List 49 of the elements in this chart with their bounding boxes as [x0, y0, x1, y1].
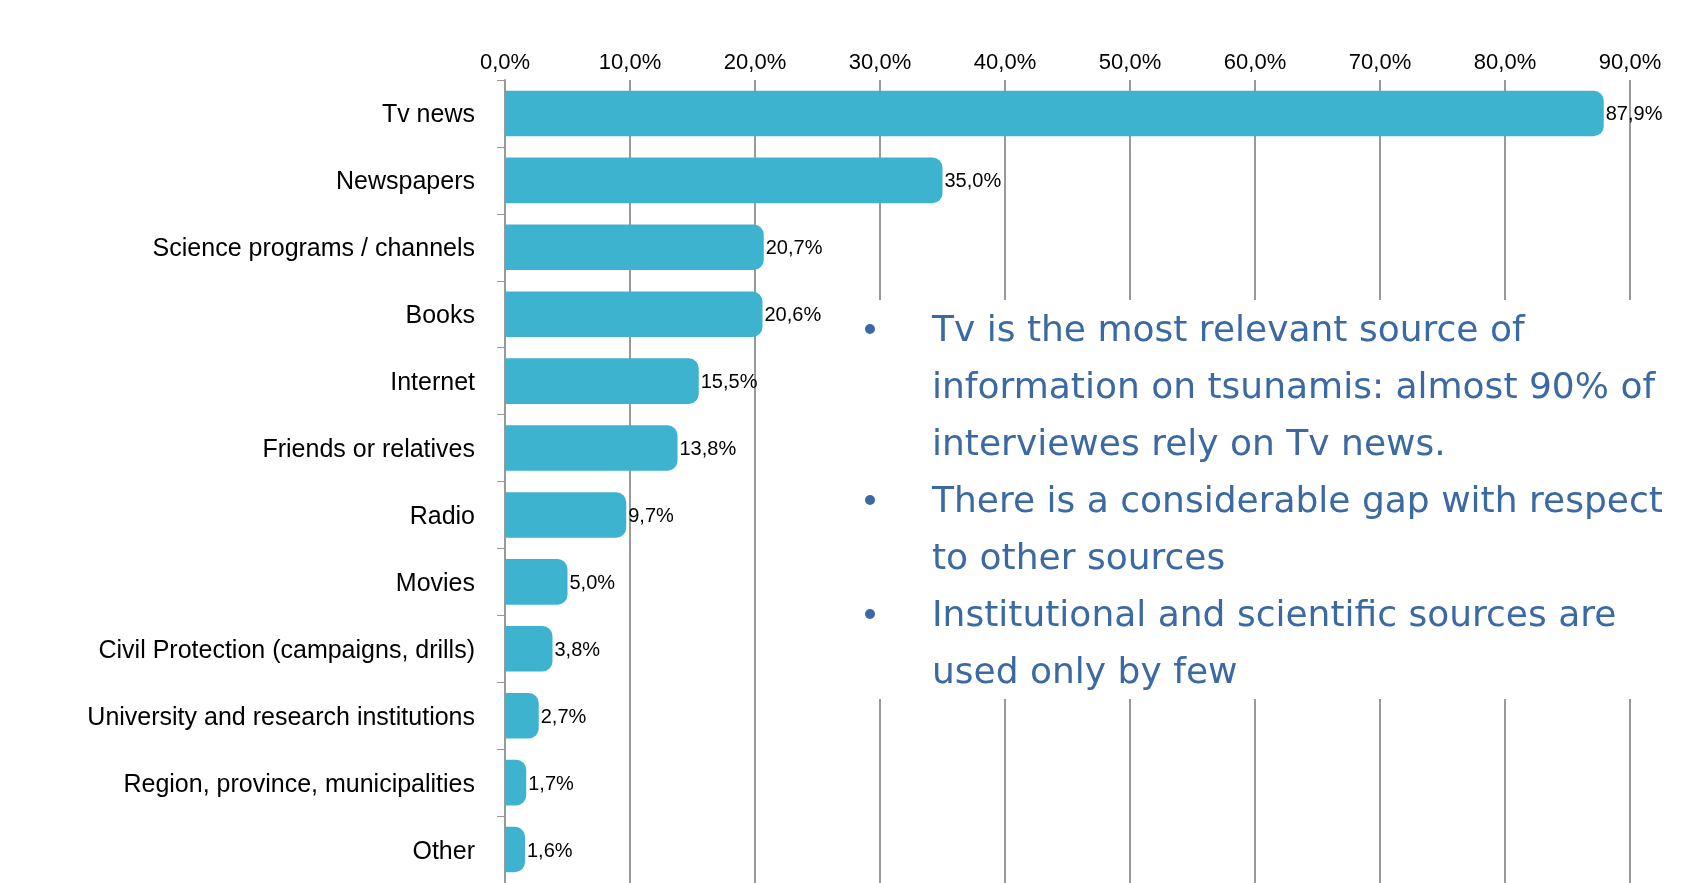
x-tick-label: 60,0% [1223, 48, 1287, 74]
y-tick-label: University and research institutions [87, 701, 475, 730]
bar [505, 692, 539, 739]
data-label: 3,8% [554, 637, 601, 660]
data-label: 5,0% [569, 570, 616, 593]
x-tick-label: 30,0% [848, 48, 912, 74]
bar [505, 157, 943, 204]
annotation: There is a considerable gap with respect to other sources [931, 478, 1664, 579]
bar [505, 425, 678, 471]
bar [505, 559, 568, 605]
data-label: 1,6% [527, 838, 573, 861]
x-tick-label: 50,0% [1098, 48, 1162, 74]
y-tick-label: Other [412, 835, 475, 864]
x-tick-label: 20,0% [723, 48, 787, 74]
bar [505, 291, 763, 337]
y-tick-label: Region, province, municipalities [123, 768, 475, 797]
x-tick-label: 70,0% [1348, 48, 1412, 74]
data-label: 35,0% [944, 169, 1002, 192]
y-tick-label: Civil Protection (campaigns, drills) [98, 634, 475, 663]
bar [505, 358, 699, 404]
annotation: Institutional and scientific sources are used only by few [931, 592, 1618, 693]
x-tick-label: 10,0% [598, 48, 662, 74]
bar [505, 224, 764, 271]
x-tick-label: 80,0% [1473, 48, 1537, 74]
bar [505, 826, 525, 873]
y-tick-label: Movies [395, 567, 475, 596]
data-label: 20,7% [765, 236, 823, 259]
data-label: 9,7% [628, 503, 675, 526]
y-tick-label: Internet [390, 367, 476, 396]
bar [505, 90, 1604, 137]
y-tick-label: Friends or relatives [262, 434, 475, 463]
annotation: Tv is the most relevant source of information on tsunamis: almost 90% of interviewes rely on Tv news. [931, 307, 1657, 465]
data-label: 20,6% [764, 303, 822, 326]
bar [505, 759, 527, 806]
y-tick-label: Radio [409, 500, 475, 529]
data-label: 87,9% [1605, 102, 1663, 125]
bar [505, 626, 553, 672]
x-tick-label: 40,0% [973, 48, 1037, 74]
data-label: 2,7% [540, 704, 587, 727]
data-label: 1,7% [528, 771, 575, 794]
x-tick-label: 0,0% [479, 48, 531, 74]
data-label: 13,8% [679, 437, 737, 460]
data-label: 15,5% [700, 370, 758, 393]
y-tick-label: Science programs / channels [152, 233, 475, 262]
y-tick-label: Newspapers [336, 166, 475, 195]
y-tick-label: Tv news [381, 99, 475, 128]
bar [505, 492, 627, 538]
x-tick-label: 90,0% [1598, 48, 1662, 74]
y-tick-label: Books [405, 300, 475, 329]
